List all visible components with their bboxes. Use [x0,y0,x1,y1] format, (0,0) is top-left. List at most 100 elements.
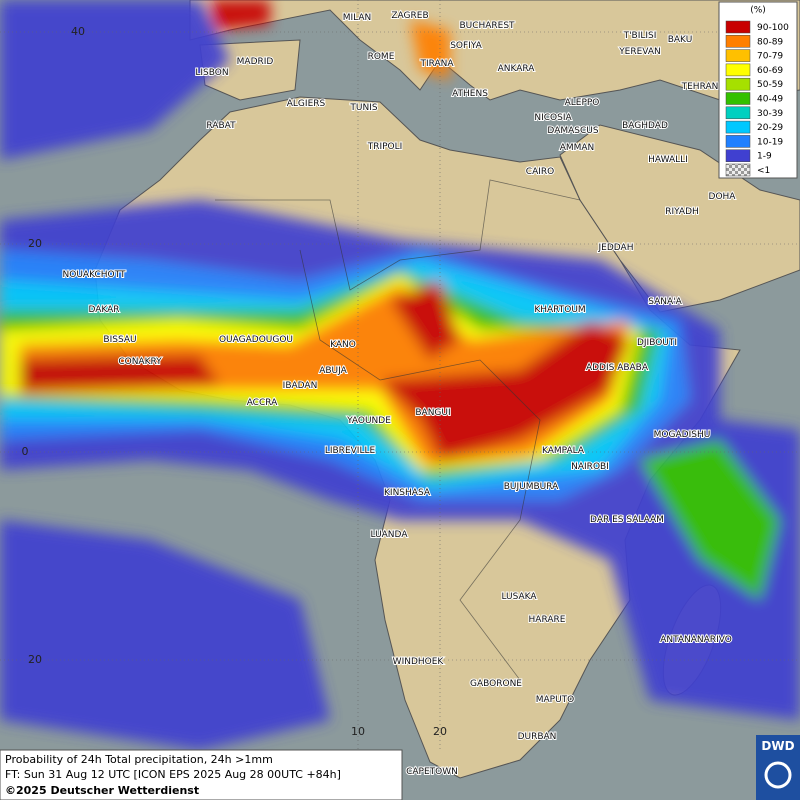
legend-swatch [725,120,751,134]
footer-box [0,749,403,800]
legend-swatch [725,135,751,148]
city-label: BISSAU [103,335,136,345]
city-label: KANO [330,340,356,350]
legend-title: (%) [750,6,766,16]
city-label: ANKARA [498,64,536,74]
city-label: LISBON [195,68,228,78]
grid-label: 40 [71,25,85,38]
borders [215,179,581,681]
city-label: OUAGADOUGOU [219,335,293,345]
city-label: DAR ES SALAAM [590,515,664,525]
arabia [559,124,800,313]
city-label: MADRID [237,57,274,67]
city-label: WINDHOEK [393,657,445,667]
precip-90-100 [210,0,270,30]
grid-labels: 40 20 0 20 10 20 [22,25,448,738]
logo-swirl [764,761,792,789]
precip-1-9 [0,520,330,750]
city-label: NAIROBI [571,462,609,472]
logo-text: DWD [761,739,794,753]
city-label: DJIBOUTI [637,338,677,348]
legend-swatch [725,163,751,177]
city-label: CAIRO [526,167,554,177]
legend-label: 1-9 [757,152,772,162]
legend-swatch [725,20,751,34]
legend-swatch [725,149,751,162]
legend-swatch [725,49,751,62]
city-label: ADDIS ABABA [586,363,649,373]
grid-label: 20 [28,237,42,250]
legend-label: 60-69 [757,66,783,76]
city-label: DAMASCUS [547,126,598,136]
city-label: LUANDA [371,530,409,540]
legend-swatch [725,92,751,105]
precip-90-100 [20,280,630,460]
precipitation [0,0,800,750]
grid-label: 10 [351,725,365,738]
city-label: BUJUMBURA [504,482,559,492]
precip-1-9 [0,0,230,160]
city-label: TUNIS [349,103,377,113]
city-label: MOGADISHU [654,430,711,440]
europe [189,0,800,101]
city-label: CONAKRY [118,357,162,367]
legend-swatch [725,35,751,48]
legend-label: 40-49 [757,95,783,105]
city-label: YAOUNDE [346,416,391,426]
city-label: SOFIYA [450,41,482,51]
cities: MILAN ZAGREB BUCHAREST T'BILISI BAKU MADRID RO… [62,10,738,778]
city-label: TRIPOLI [367,142,403,152]
city-label: DURBAN [518,732,557,742]
city-label: MILAN [343,13,372,23]
city-label: ROME [368,52,395,62]
border [215,179,581,291]
graticule [0,0,800,750]
city-label: ALEPPO [565,98,600,108]
city-label: CAPETOWN [406,767,458,777]
legend-swatch [725,63,751,77]
city-label: BUCHAREST [459,21,515,31]
city-label: KINSHASA [384,488,431,498]
border [299,249,541,681]
city-label: LUSAKA [501,592,537,602]
legend-label: 10-19 [757,137,783,147]
city-label: JEDDAH [598,243,634,253]
city-label: IBADAN [283,381,318,391]
legend-label: 70-79 [757,52,783,62]
legend-label: 20-29 [757,123,783,133]
footer-copyright: ©2025 Deutscher Wetterdienst [5,784,199,797]
city-label: ACCRA [247,398,278,408]
city-label: BAKU [668,35,693,45]
city-label: ZAGREB [391,11,428,21]
city-label: TEHRAN [681,82,719,92]
city-label: ABUJA [319,366,347,376]
legend-label: 30-39 [757,109,783,119]
city-label: MAPUTO [536,695,575,705]
grid-label: 20 [28,653,42,666]
city-label: BAGHDAD [622,121,668,131]
logo-box [756,735,800,800]
legend-label: 80-89 [757,37,783,47]
city-label: NICOSIA [534,113,572,123]
city-label: LIBREVILLE [325,446,376,456]
legend-label: 90-100 [757,23,789,33]
legend: (%) 90-100 80-89 70-79 60-69 50-59 40-49 30-39… [718,1,798,179]
city-label: RABAT [206,121,236,131]
city-label: BANGUI [415,408,450,418]
city-label: KHARTOUM [534,305,585,315]
legend-swatch [725,106,751,120]
city-label: GABORONE [470,679,522,689]
city-label: RIYADH [665,207,699,217]
city-label: SANA'A [648,297,682,307]
city-label: KAMPALA [542,446,585,456]
city-label: DAKAR [88,305,119,315]
legend-swatch [725,77,751,91]
grid-label: 0 [22,445,29,458]
city-label: AMMAN [560,143,595,153]
footer-line1: Probability of 24h Total precipitation, … [5,753,273,766]
city-label: ANTANANARIVO [660,635,732,645]
city-label: DOHA [709,192,737,202]
precip-40-49 [640,440,780,600]
